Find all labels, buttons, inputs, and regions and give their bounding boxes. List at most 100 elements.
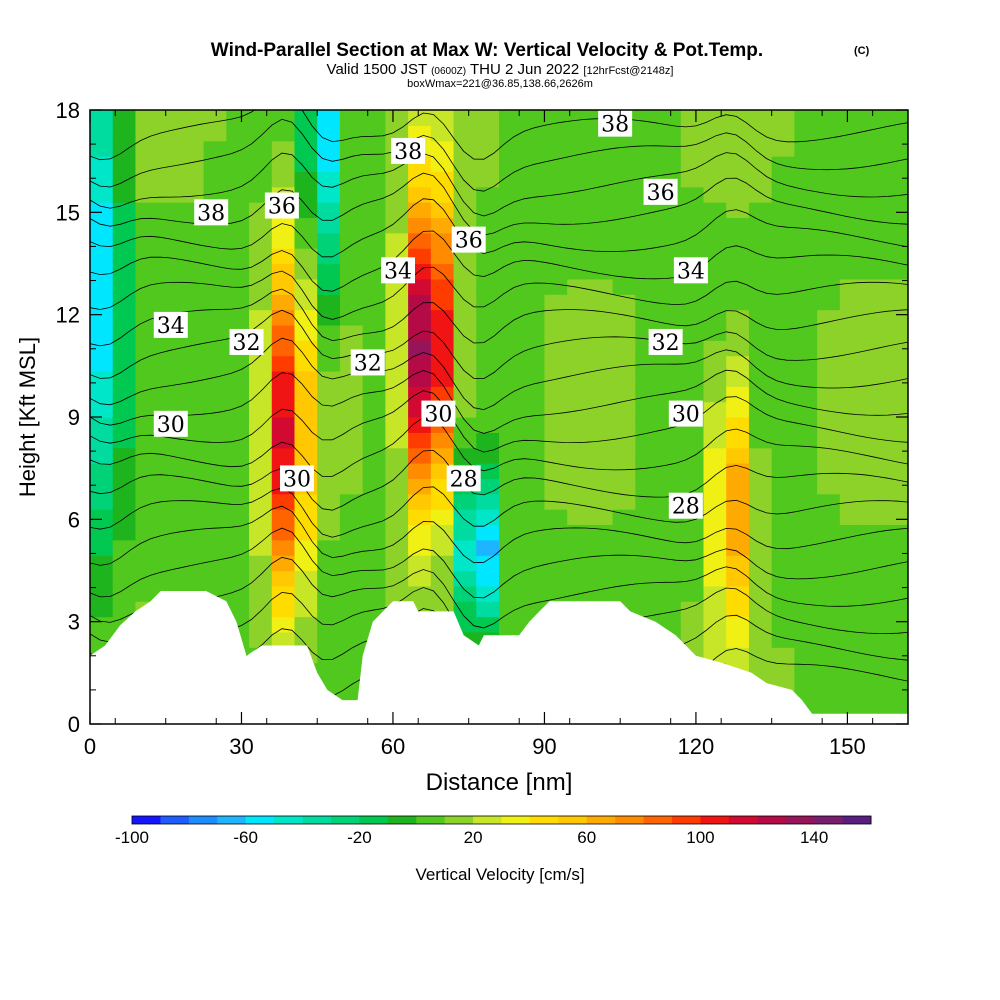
field-cell (385, 171, 409, 188)
field-cell (589, 202, 614, 219)
field-cell (635, 202, 659, 219)
field-cell (862, 202, 886, 219)
field-cell (635, 140, 659, 157)
field-cell (339, 601, 364, 618)
field-cell (385, 386, 409, 403)
field-cell (521, 309, 546, 326)
field-cell (521, 555, 546, 572)
field-cell (180, 110, 205, 111)
field-cell (158, 355, 182, 372)
field-cell (726, 110, 750, 111)
field-cell (635, 601, 659, 618)
field-cell (817, 370, 841, 387)
field-cell (158, 539, 182, 556)
colorbar: -100 -60 -20 20 60 100 140 (115, 815, 872, 847)
field-cell (771, 248, 795, 265)
field-cell (408, 478, 432, 495)
field-cell (817, 447, 841, 464)
field-cell (476, 463, 500, 479)
field-cell (362, 463, 386, 479)
field-cell (203, 417, 227, 433)
field-cell (294, 370, 318, 387)
field-cell (203, 186, 227, 203)
field-cell (203, 524, 227, 541)
field-cell (521, 202, 546, 219)
field-cell (862, 217, 886, 234)
field-cell (885, 585, 908, 602)
field-cell (339, 616, 364, 633)
field-cell (885, 248, 908, 265)
theta-label: 36 (264, 192, 299, 220)
field-cell (385, 524, 409, 541)
field-cell (317, 401, 341, 418)
field-cell (658, 524, 682, 541)
field-cell (589, 171, 614, 188)
field-cell (612, 370, 636, 387)
field-cell (499, 110, 523, 111)
field-cell (817, 524, 841, 541)
field-cell (271, 278, 296, 295)
field-cell (589, 463, 614, 479)
field-cell (158, 171, 182, 188)
field-cell (430, 493, 455, 510)
field-cell (90, 509, 114, 526)
field-cell (658, 294, 682, 311)
field-cell (499, 309, 523, 326)
field-cell (612, 401, 636, 418)
field-cell (862, 386, 886, 403)
field-cell (180, 478, 205, 495)
field-cell (476, 509, 500, 526)
field-cell (385, 125, 409, 142)
field-cell (635, 509, 659, 526)
field-cell (817, 217, 841, 234)
field-cell (203, 125, 227, 142)
field-cell (748, 386, 773, 403)
field-cell (885, 110, 908, 111)
field-cell (453, 171, 477, 188)
field-cell (589, 370, 614, 387)
field-cell (158, 509, 182, 526)
field-cell (271, 217, 296, 234)
field-cell (271, 340, 296, 357)
theta-label-text: 32 (233, 331, 261, 356)
field-cell (612, 278, 636, 295)
field-cell (589, 417, 614, 433)
field-cell (567, 463, 591, 479)
field-cell (612, 248, 636, 265)
theta-label: 32 (229, 328, 264, 356)
field-cell (635, 432, 659, 449)
field-cell (680, 539, 705, 556)
field-cell (567, 110, 591, 126)
field-cell (544, 232, 568, 249)
colorbar-swatch (330, 816, 360, 824)
field-cell (839, 524, 864, 541)
field-cell (794, 539, 818, 556)
field-cell (817, 125, 841, 142)
field-cell (726, 355, 750, 372)
field-cell (567, 432, 591, 449)
field-cell (794, 432, 818, 449)
field-cell (862, 570, 886, 587)
field-cell (385, 585, 409, 602)
field-cell (589, 585, 614, 602)
field-cell (408, 294, 432, 311)
colorbar-swatch (132, 816, 161, 824)
field-cell (203, 447, 227, 464)
field-cell (635, 263, 659, 280)
field-cell (839, 539, 864, 556)
field-cell (271, 539, 296, 556)
field-cell (112, 309, 137, 326)
field-cell (90, 539, 114, 556)
field-cell (180, 509, 205, 526)
field-cell (408, 232, 432, 249)
field-cell (521, 524, 546, 541)
field-cell (544, 570, 568, 587)
field-cell (817, 309, 841, 326)
field-cell (180, 186, 205, 203)
x-tick-label: 150 (829, 734, 866, 759)
field-cell (90, 355, 114, 372)
field-cell (589, 401, 614, 418)
field-cell (158, 186, 182, 203)
field-cell (658, 217, 682, 234)
field-cell (726, 555, 750, 572)
